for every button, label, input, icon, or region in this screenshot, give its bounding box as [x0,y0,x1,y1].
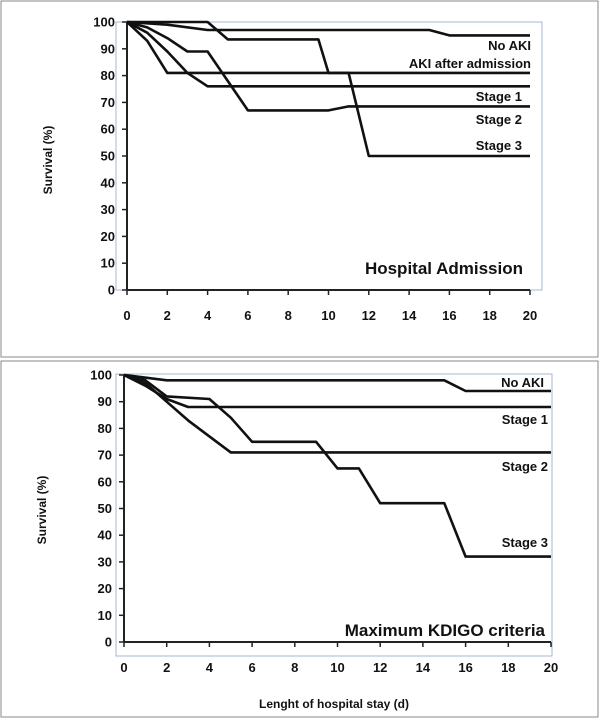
x-tick-label: 20 [544,660,558,675]
x-tick-label: 4 [204,308,212,323]
series-labels: No AKI Stage 1 Stage 2 Stage 3 [501,375,548,550]
y-tick-label: 70 [101,95,115,110]
y-tick-label: 10 [98,608,112,623]
x-tick-label: 10 [321,308,335,323]
y-tick-label: 80 [101,68,115,83]
x-tick-label: 12 [373,660,387,675]
y-tick-label: 10 [101,256,115,271]
x-tick-label: 14 [402,308,417,323]
y-tick-label: 30 [98,554,112,569]
axes: 0 10 20 30 40 50 60 70 80 90 100 0 2 4 6 8 10 12 14 16 18 20 [93,15,537,324]
y-tick-label: 60 [98,474,112,489]
y-tick-label: 100 [90,368,112,383]
x-tick-label: 4 [206,660,214,675]
x-tick-label: 2 [164,308,171,323]
series-labels: No AKI AKI after admission Stage 1 Stage 2 S… [409,38,531,153]
y-tick-label: 0 [105,635,112,650]
series-line-stage-3 [123,373,551,558]
series-label-no-aki: No AKI [501,375,544,390]
series-line-stage-2 [126,20,530,112]
x-tick-label: 0 [123,308,130,323]
x-tick-label: 6 [244,308,251,323]
y-tick-label: 70 [98,448,112,463]
chart-title: Maximum KDIGO criteria [345,621,546,640]
x-tick-label: 2 [163,660,170,675]
y-tick-label: 90 [101,41,115,56]
axes: 0 10 20 30 40 50 60 70 80 90 100 0 2 4 6 8 10 12 14 16 18 20 [90,368,558,676]
x-tick-label: 0 [120,660,127,675]
x-axis-label: Lenght of hospital stay (d) [259,697,409,711]
x-tick-label: 8 [291,660,298,675]
y-tick-label: 60 [101,122,115,137]
x-tick-label: 12 [362,308,376,323]
series-line-stage-3 [126,21,530,158]
y-axis-label: Survival (%) [41,126,55,195]
series-line-stage-1 [126,20,530,88]
series-label-stage-3: Stage 3 [476,138,522,153]
series-label-aki-after-admission: AKI after admission [409,56,531,71]
series-line-stage-2 [123,373,551,454]
series-group [126,20,530,158]
series-line-stage-1 [123,373,551,409]
series-label-stage-1: Stage 1 [476,89,522,104]
series-line-no-aki [126,20,530,37]
y-tick-label: 30 [101,202,115,217]
x-tick-label: 8 [285,308,292,323]
x-tick-label: 18 [482,308,496,323]
y-tick-label: 40 [98,528,112,543]
y-tick-label: 100 [93,15,115,30]
series-label-stage-1: Stage 1 [502,412,548,427]
series-label-stage-2: Stage 2 [502,459,548,474]
x-tick-label: 20 [523,308,537,323]
series-group [123,373,551,558]
x-tick-label: 16 [458,660,472,675]
plot-area-border [115,373,553,657]
series-label-stage-3: Stage 3 [502,535,548,550]
series-label-no-aki: No AKI [488,38,531,53]
chart-title: Hospital Admission [365,259,523,278]
x-tick-label: 18 [501,660,515,675]
y-tick-label: 0 [108,283,115,298]
series-line-no-aki [123,373,551,393]
x-tick-label: 10 [330,660,344,675]
panel-frame [0,0,599,358]
y-tick-label: 40 [101,175,115,190]
series-label-stage-2: Stage 2 [476,112,522,127]
y-tick-label: 90 [98,394,112,409]
x-tick-label: 16 [442,308,456,323]
y-tick-label: 80 [98,421,112,436]
x-tick-label: 6 [248,660,255,675]
x-tick-label: 14 [416,660,431,675]
y-tick-label: 20 [98,581,112,596]
series-line-aki-after-admission [127,20,530,75]
y-tick-label: 50 [101,149,115,164]
panel-frame [0,360,599,718]
y-axis-label: Survival (%) [35,476,49,545]
y-tick-label: 20 [101,229,115,244]
y-tick-label: 50 [98,501,112,516]
